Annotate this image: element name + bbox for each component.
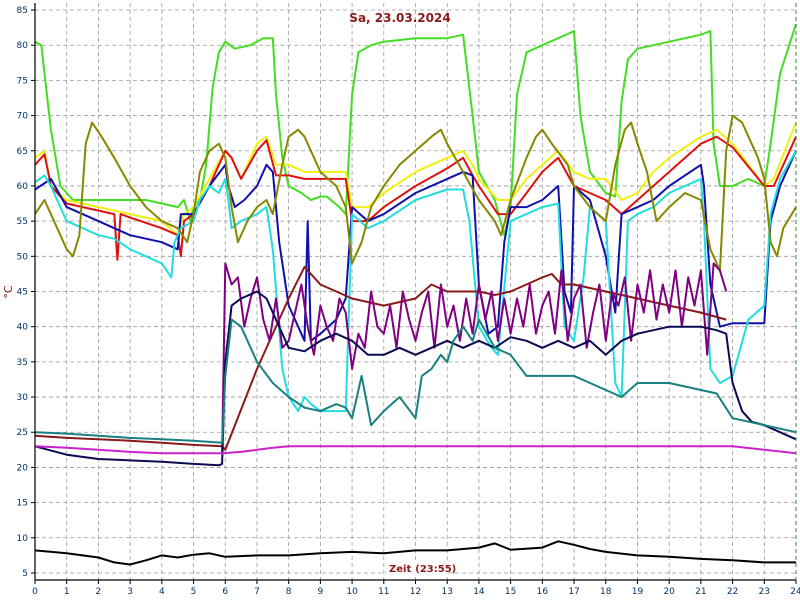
footer-label-background xyxy=(386,561,448,574)
x-tick-label: 13 xyxy=(441,587,452,597)
x-tick-label: 18 xyxy=(600,587,612,597)
x-tick-label: 20 xyxy=(663,587,675,597)
y-tick-label: 70 xyxy=(17,112,29,122)
x-tick-label: 9 xyxy=(318,587,324,597)
y-tick-label: 5 xyxy=(22,569,28,579)
series-line-5 xyxy=(34,150,797,413)
grid xyxy=(35,3,796,580)
x-tick-label: 6 xyxy=(222,587,228,597)
x-tick-label: 10 xyxy=(346,587,358,597)
y-tick-label: 25 xyxy=(17,428,28,438)
tick-labels: 0 1 2 3 4 5 6 7 8 9 10 11 12 13 14 15 16 17 18 19 20 21 22 23 24… xyxy=(17,6,800,597)
series-line-11 xyxy=(34,445,797,455)
footer-label-word: Zeit xyxy=(389,564,411,575)
x-tick-label: 24 xyxy=(790,587,800,597)
footer-time-value: (23:55) xyxy=(415,564,456,575)
y-tick-label: 65 xyxy=(17,147,28,157)
series-line-6 xyxy=(34,114,797,272)
y-tick-label: 30 xyxy=(17,393,29,403)
footer-time-label: Zeit (23:55) xyxy=(389,564,456,575)
series-line-3 xyxy=(34,135,797,261)
x-tick-label: 1 xyxy=(64,587,70,597)
series-line-12 xyxy=(34,540,796,566)
y-axis-label: °C xyxy=(2,285,15,299)
y-tick-label: 40 xyxy=(17,323,29,333)
x-tick-label: 11 xyxy=(378,587,389,597)
x-tick-label: 0 xyxy=(32,587,38,597)
y-tick-label: 85 xyxy=(17,6,28,16)
series-line-10 xyxy=(34,318,797,444)
series-lines xyxy=(34,23,797,566)
y-tick-label: 45 xyxy=(17,288,28,298)
chart-title: Sa, 23.03.2024 xyxy=(349,11,450,25)
x-tick-label: 7 xyxy=(254,587,260,597)
x-tick-label: 19 xyxy=(632,587,644,597)
y-tick-label: 50 xyxy=(17,252,29,262)
x-tick-label: 12 xyxy=(410,587,421,597)
x-tick-label: 22 xyxy=(727,587,738,597)
y-tick-label: 35 xyxy=(17,358,28,368)
x-tick-label: 16 xyxy=(537,587,549,597)
x-tick-label: 21 xyxy=(695,587,706,597)
x-tick-label: 23 xyxy=(759,587,770,597)
x-tick-label: 17 xyxy=(568,587,579,597)
y-tick-label: 75 xyxy=(17,76,28,86)
y-tick-label: 20 xyxy=(17,463,29,473)
x-tick-label: 4 xyxy=(159,587,165,597)
x-tick-label: 8 xyxy=(286,587,292,597)
y-tick-label: 80 xyxy=(17,41,29,51)
x-tick-label: 15 xyxy=(505,587,516,597)
y-tick-label: 55 xyxy=(17,217,28,227)
x-tick-label: 2 xyxy=(96,587,102,597)
y-tick-label: 10 xyxy=(17,534,29,544)
x-tick-label: 5 xyxy=(191,587,197,597)
x-tick-label: 3 xyxy=(127,587,133,597)
y-tick-label: 60 xyxy=(17,182,29,192)
y-tick-label: 15 xyxy=(17,499,28,509)
x-tick-label: 14 xyxy=(473,587,485,597)
series-line-8 xyxy=(221,262,728,454)
